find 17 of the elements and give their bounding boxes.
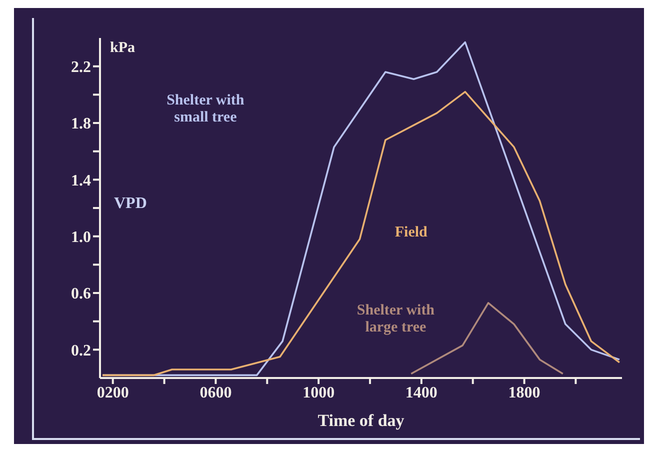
x-tick-label: 1000 [302,384,335,402]
y-tick-label: 1.4 [71,172,91,190]
y-tick-label: 0.6 [71,286,91,303]
text: Shelter with small tree [166,92,245,126]
x-tick-label: 1400 [405,384,438,402]
x-axis-title: Time of day [318,411,405,430]
annotation: kPa [110,40,136,56]
x-tick-label: 0600 [200,384,232,402]
y-tick-label: 0.2 [71,342,91,360]
x-tick-label: 0200 [96,384,129,402]
y-tick-label: 1.8 [71,116,91,133]
y-tick-label: 2.2 [71,59,91,76]
y-tick-label: 1.0 [71,229,91,246]
series-label: Shelter with large tree [356,302,436,336]
y-axis-title: VPD [114,195,147,212]
text: Field [394,224,428,240]
x-tick-label: 1800 [508,384,540,402]
